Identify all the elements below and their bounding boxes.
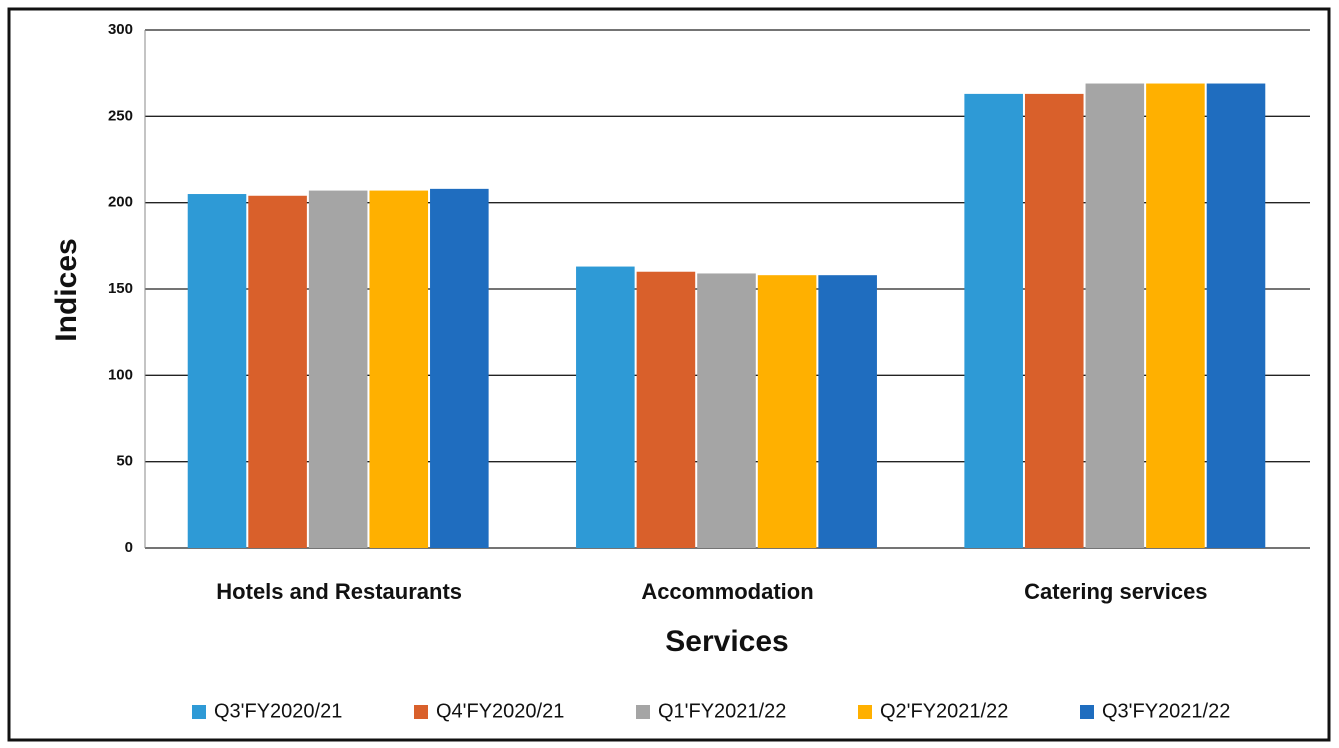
bar bbox=[308, 190, 368, 548]
legend-swatch bbox=[192, 705, 206, 719]
y-tick-label: 50 bbox=[116, 453, 133, 470]
legend-swatch bbox=[636, 705, 650, 719]
legend-label: Q4'FY2020/21 bbox=[436, 700, 564, 722]
legend-label: Q2'FY2021/22 bbox=[880, 700, 1008, 722]
bar bbox=[757, 275, 817, 548]
bar bbox=[697, 273, 756, 548]
bar bbox=[1024, 93, 1084, 549]
y-tick-label: 300 bbox=[108, 21, 133, 38]
y-tick-label: 0 bbox=[125, 539, 133, 556]
x-axis-label: Services bbox=[665, 625, 788, 658]
y-axis-label: Indices bbox=[50, 238, 83, 341]
y-tick-label: 200 bbox=[108, 194, 133, 211]
legend-label: Q3'FY2021/22 bbox=[1102, 700, 1230, 722]
bar bbox=[636, 271, 696, 548]
bar bbox=[1206, 83, 1266, 548]
legend-swatch bbox=[1080, 705, 1094, 719]
bar bbox=[964, 93, 1023, 549]
bar bbox=[248, 195, 307, 548]
x-tick-label: Hotels and Restaurants bbox=[216, 579, 462, 604]
legend-swatch bbox=[414, 705, 428, 719]
x-tick-label: Catering services bbox=[1024, 579, 1207, 604]
bar bbox=[576, 266, 635, 548]
y-tick-label: 100 bbox=[108, 366, 133, 383]
x-tick-label: Accommodation bbox=[641, 579, 813, 604]
legend-swatch bbox=[858, 705, 872, 719]
bar bbox=[818, 275, 877, 548]
y-tick-label: 250 bbox=[108, 107, 133, 124]
bar bbox=[369, 190, 429, 548]
legend-label: Q1'FY2021/22 bbox=[658, 700, 786, 722]
bar bbox=[1085, 83, 1145, 548]
bar bbox=[187, 194, 247, 549]
legend-label: Q3'FY2020/21 bbox=[214, 700, 342, 722]
bar bbox=[1146, 83, 1205, 548]
y-tick-label: 150 bbox=[108, 280, 133, 297]
bar bbox=[430, 188, 489, 548]
